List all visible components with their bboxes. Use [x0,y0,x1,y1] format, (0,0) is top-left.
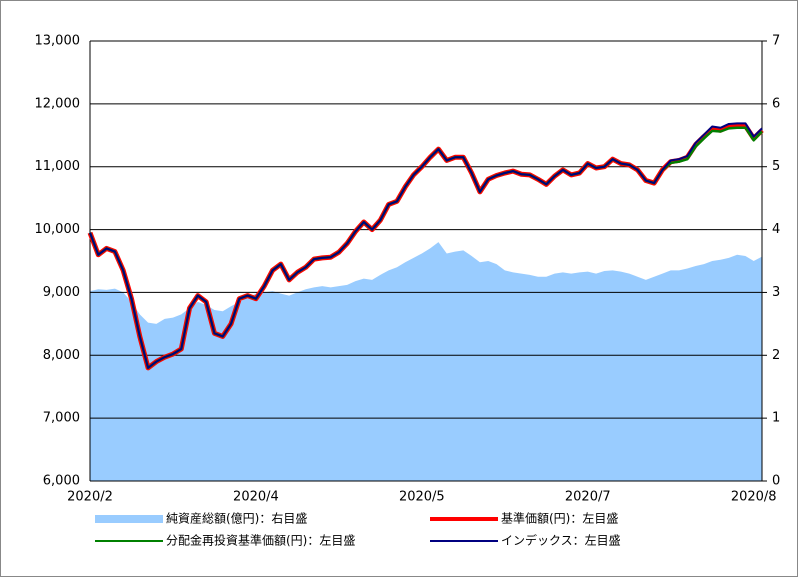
x-tick-label: 2020/8 [731,490,777,505]
y2-tick-label: 1 [772,411,780,426]
y-tick-label: 6,000 [43,474,80,489]
y-tick-label: 12,000 [35,96,81,111]
y2-tick-label: 2 [772,348,780,363]
legend-swatch [95,515,163,523]
x-tick-label: 2020/7 [565,490,611,505]
x-tick-label: 2020/5 [399,490,445,505]
y-tick-label: 7,000 [43,411,80,426]
line [89,122,763,369]
x-tick-label: 2020/4 [233,490,279,505]
legend-label: 基準価額(円)：左目盛 [501,511,618,526]
y-tick-label: 10,000 [35,222,81,237]
y2-tick-label: 5 [772,159,780,174]
y2-tick-label: 3 [772,285,780,300]
y-tick-label: 13,000 [35,34,81,49]
y2-tick-label: 6 [772,96,780,111]
legend-label: 分配金再投資基準価額(円)：左目盛 [166,533,355,548]
y2-tick-label: 0 [772,474,780,489]
area [90,242,762,481]
x-tick-label: 2020/2 [67,490,113,505]
y2-tick-label: 7 [772,34,780,49]
y-tick-label: 11,000 [35,159,81,174]
y-tick-label: 8,000 [43,348,80,363]
legend-label: インデックス：左目盛 [501,533,621,548]
legend-label: 純資産総額(億円)：右目盛 [166,511,307,526]
y-tick-label: 9,000 [43,285,80,300]
y2-tick-label: 4 [772,222,780,237]
